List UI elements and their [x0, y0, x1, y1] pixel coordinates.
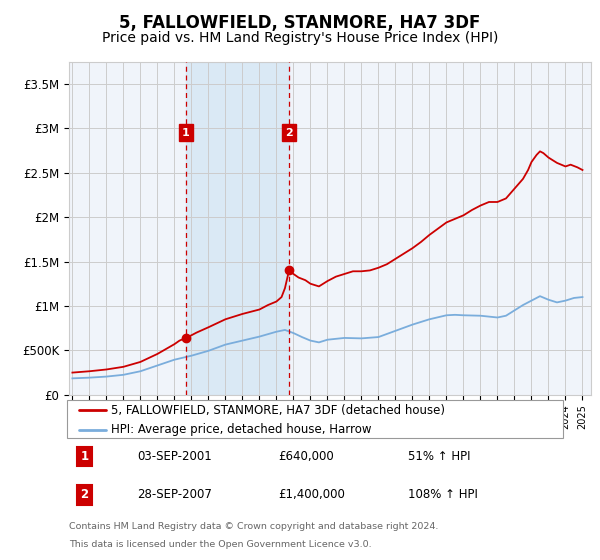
- Text: 1: 1: [80, 450, 89, 463]
- FancyBboxPatch shape: [67, 400, 563, 438]
- Bar: [186, 62, 289, 395]
- Text: 2: 2: [80, 488, 89, 501]
- Text: 108% ↑ HPI: 108% ↑ HPI: [409, 488, 478, 501]
- Text: This data is licensed under the Open Government Licence v3.0.: This data is licensed under the Open Gov…: [69, 540, 371, 549]
- Text: 03-SEP-2001: 03-SEP-2001: [137, 450, 212, 463]
- Text: £1,400,000: £1,400,000: [278, 488, 344, 501]
- Text: 1: 1: [182, 128, 190, 138]
- Text: 28-SEP-2007: 28-SEP-2007: [137, 488, 212, 501]
- Text: HPI: Average price, detached house, Harrow: HPI: Average price, detached house, Harr…: [111, 423, 371, 436]
- Text: Contains HM Land Registry data © Crown copyright and database right 2024.: Contains HM Land Registry data © Crown c…: [69, 522, 439, 531]
- Text: 5, FALLOWFIELD, STANMORE, HA7 3DF (detached house): 5, FALLOWFIELD, STANMORE, HA7 3DF (detac…: [111, 404, 445, 417]
- Text: 5, FALLOWFIELD, STANMORE, HA7 3DF: 5, FALLOWFIELD, STANMORE, HA7 3DF: [119, 14, 481, 32]
- Text: £640,000: £640,000: [278, 450, 334, 463]
- Text: Price paid vs. HM Land Registry's House Price Index (HPI): Price paid vs. HM Land Registry's House …: [102, 31, 498, 45]
- Text: 2: 2: [285, 128, 293, 138]
- Text: 51% ↑ HPI: 51% ↑ HPI: [409, 450, 471, 463]
